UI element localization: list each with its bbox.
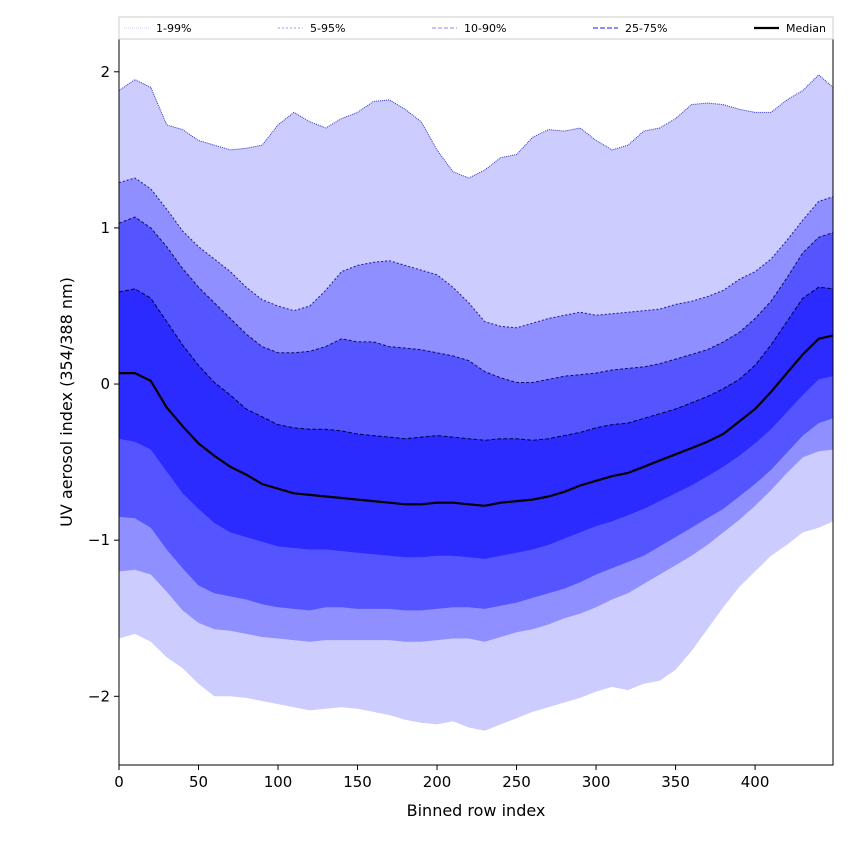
median-line	[119, 334, 834, 507]
legend-label: 5-95%	[310, 22, 345, 35]
y-tick-label: 1	[100, 219, 110, 237]
y-tick-label: −1	[88, 531, 110, 549]
y-axis: −2 −1 0 1 2	[88, 63, 119, 705]
upper-edge-5-95%	[118, 177, 834, 329]
x-tick-label: 250	[502, 773, 531, 791]
legend-label: 1-99%	[156, 22, 191, 35]
x-tick-label: 50	[189, 773, 208, 791]
y-tick-label: 0	[100, 375, 110, 393]
x-axis: 0 50 100 150 200 250 300 350 400	[114, 765, 769, 791]
legend-box	[118, 16, 834, 40]
upper-edge-1-99%	[118, 74, 834, 179]
x-tick-label: 150	[343, 773, 372, 791]
legend: 1-99% 5-95% 10-90% 25-75% Median	[118, 16, 834, 40]
y-tick-label: 2	[100, 63, 110, 81]
upper-edge-25-75%	[118, 286, 834, 441]
legend-label: 10-90%	[464, 22, 506, 35]
lines	[118, 74, 834, 507]
band-25-75%	[119, 287, 833, 559]
x-tick-label: 0	[114, 773, 124, 791]
upper-edge-10-90%	[118, 216, 834, 383]
legend-label: 25-75%	[625, 22, 667, 35]
x-tick-label: 200	[423, 773, 452, 791]
y-tick-label: −2	[88, 687, 110, 705]
x-tick-label: 300	[582, 773, 611, 791]
x-axis-label: Binned row index	[407, 801, 546, 820]
bands	[119, 74, 833, 731]
x-tick-label: 350	[661, 773, 690, 791]
x-tick-label: 100	[264, 773, 293, 791]
legend-label: Median	[786, 22, 826, 35]
y-axis-label: UV aerosol index (354/388 nm)	[57, 277, 76, 527]
x-tick-label: 400	[741, 773, 770, 791]
